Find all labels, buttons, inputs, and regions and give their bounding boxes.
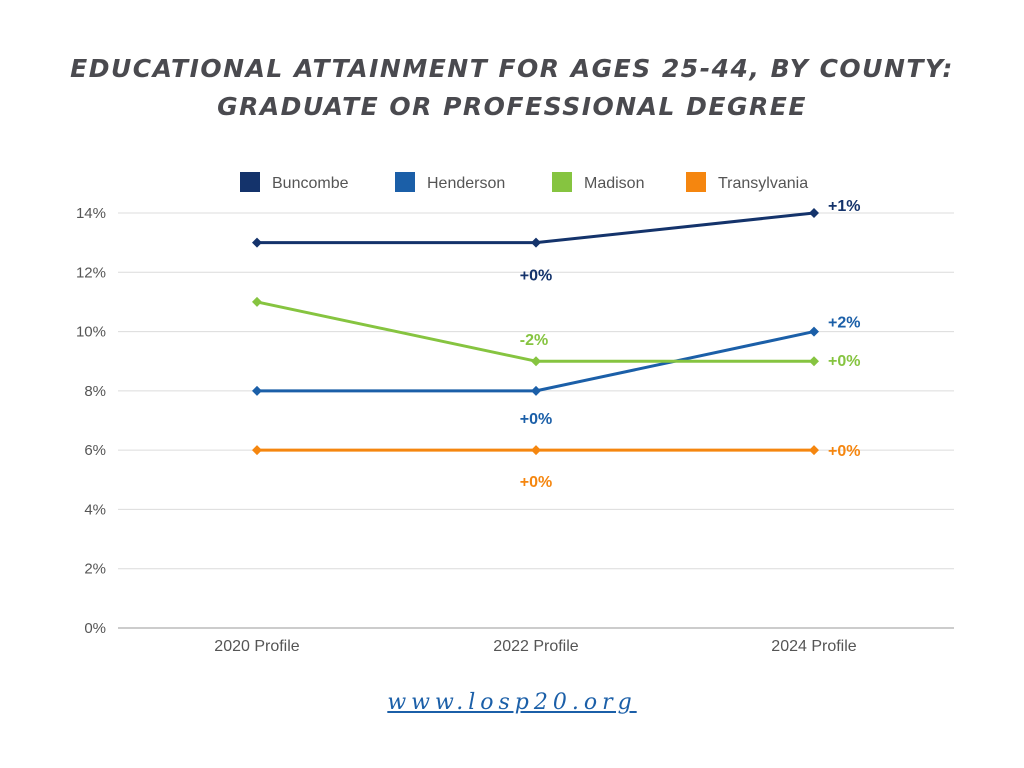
y-tick-label: 4% [84,501,106,518]
data-label: +0% [520,411,552,428]
data-point [809,356,819,367]
data-point [531,237,541,248]
data-point [252,385,262,396]
website-link[interactable]: www.losp20.org [387,690,637,715]
data-label: +2% [828,315,860,332]
data-point [809,445,819,456]
y-tick-label: 2% [84,561,106,578]
data-label: +0% [520,474,552,491]
data-label: -2% [520,332,548,349]
legend-swatch [686,172,706,192]
legend-swatch [240,172,260,192]
data-point [252,445,262,456]
y-tick-label: 8% [84,383,106,400]
chart-title: EDUCATIONAL ATTAINMENT FOR AGES 25-44, B… [0,50,1024,126]
chart-title-line-1: EDUCATIONAL ATTAINMENT FOR AGES 25-44, B… [70,54,954,83]
data-point [252,237,262,248]
y-tick-label: 0% [84,620,106,637]
legend-label: Madison [584,175,644,192]
legend-swatch [395,172,415,192]
data-point [809,208,819,218]
data-point [531,356,541,367]
legend-label: Buncombe [272,175,349,192]
data-point [531,385,541,396]
legend-label: Transylvania [718,175,808,192]
y-tick-label: 12% [76,264,106,281]
y-tick-label: 6% [84,442,106,459]
x-tick-label: 2020 Profile [214,638,299,655]
data-point [252,296,262,307]
legend-swatch [552,172,572,192]
x-tick-label: 2022 Profile [493,638,578,655]
y-tick-label: 14% [76,205,106,222]
data-point [531,445,541,456]
x-tick-label: 2024 Profile [771,638,856,655]
data-label: +0% [828,443,860,460]
y-tick-label: 10% [76,324,106,341]
legend-label: Henderson [427,175,505,192]
data-point [809,326,819,337]
chart-title-line-2: GRADUATE OR PROFESSIONAL DEGREE [217,92,807,121]
data-label: +0% [828,353,860,370]
data-label: +0% [520,268,552,285]
data-label: +1% [828,198,860,215]
